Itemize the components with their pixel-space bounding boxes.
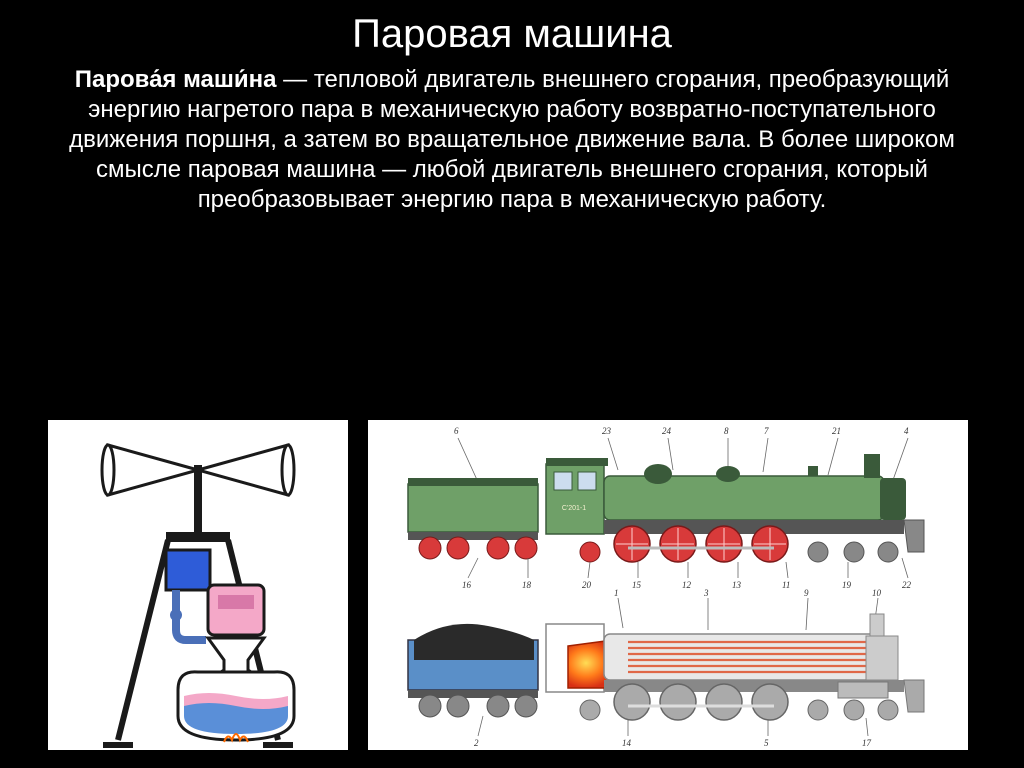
svg-text:10: 10: [872, 588, 882, 598]
svg-text:8: 8: [724, 426, 729, 436]
diagram-row: 6 23 24 8 7 21 4: [48, 420, 976, 750]
definition-paragraph: Парова́я маши́на — тепловой двигатель вн…: [0, 57, 1024, 215]
svg-text:6: 6: [454, 426, 459, 436]
svg-text:15: 15: [632, 580, 642, 590]
svg-text:12: 12: [682, 580, 692, 590]
locomotive-cutaway: 1 3 9 10: [408, 588, 924, 748]
locomotive-svg: 6 23 24 8 7 21 4: [368, 420, 968, 750]
svg-text:16: 16: [462, 580, 472, 590]
svg-text:21: 21: [832, 426, 841, 436]
svg-text:C'201-1: C'201-1: [562, 505, 586, 512]
term-bold: Парова́я маши́на: [75, 66, 277, 93]
locomotive-diagram: 6 23 24 8 7 21 4: [368, 420, 968, 750]
svg-text:1: 1: [614, 588, 619, 598]
svg-text:24: 24: [662, 426, 672, 436]
svg-text:2: 2: [474, 738, 479, 748]
svg-text:18: 18: [522, 580, 532, 590]
svg-text:4: 4: [904, 426, 909, 436]
svg-text:3: 3: [703, 588, 709, 598]
svg-text:22: 22: [902, 580, 912, 590]
svg-text:19: 19: [842, 580, 852, 590]
svg-text:13: 13: [732, 580, 742, 590]
aeolipile-diagram: [48, 420, 348, 750]
svg-text:9: 9: [804, 588, 809, 598]
svg-text:20: 20: [582, 580, 592, 590]
aeolipile-svg: [48, 420, 348, 750]
svg-text:14: 14: [622, 738, 632, 748]
svg-text:17: 17: [862, 738, 872, 748]
locomotive-top-view: 6 23 24 8 7 21 4: [408, 426, 924, 590]
page-title: Паровая машина: [0, 0, 1024, 57]
svg-text:7: 7: [764, 426, 769, 436]
svg-text:5: 5: [764, 738, 769, 748]
svg-text:11: 11: [782, 580, 790, 590]
svg-text:23: 23: [602, 426, 612, 436]
